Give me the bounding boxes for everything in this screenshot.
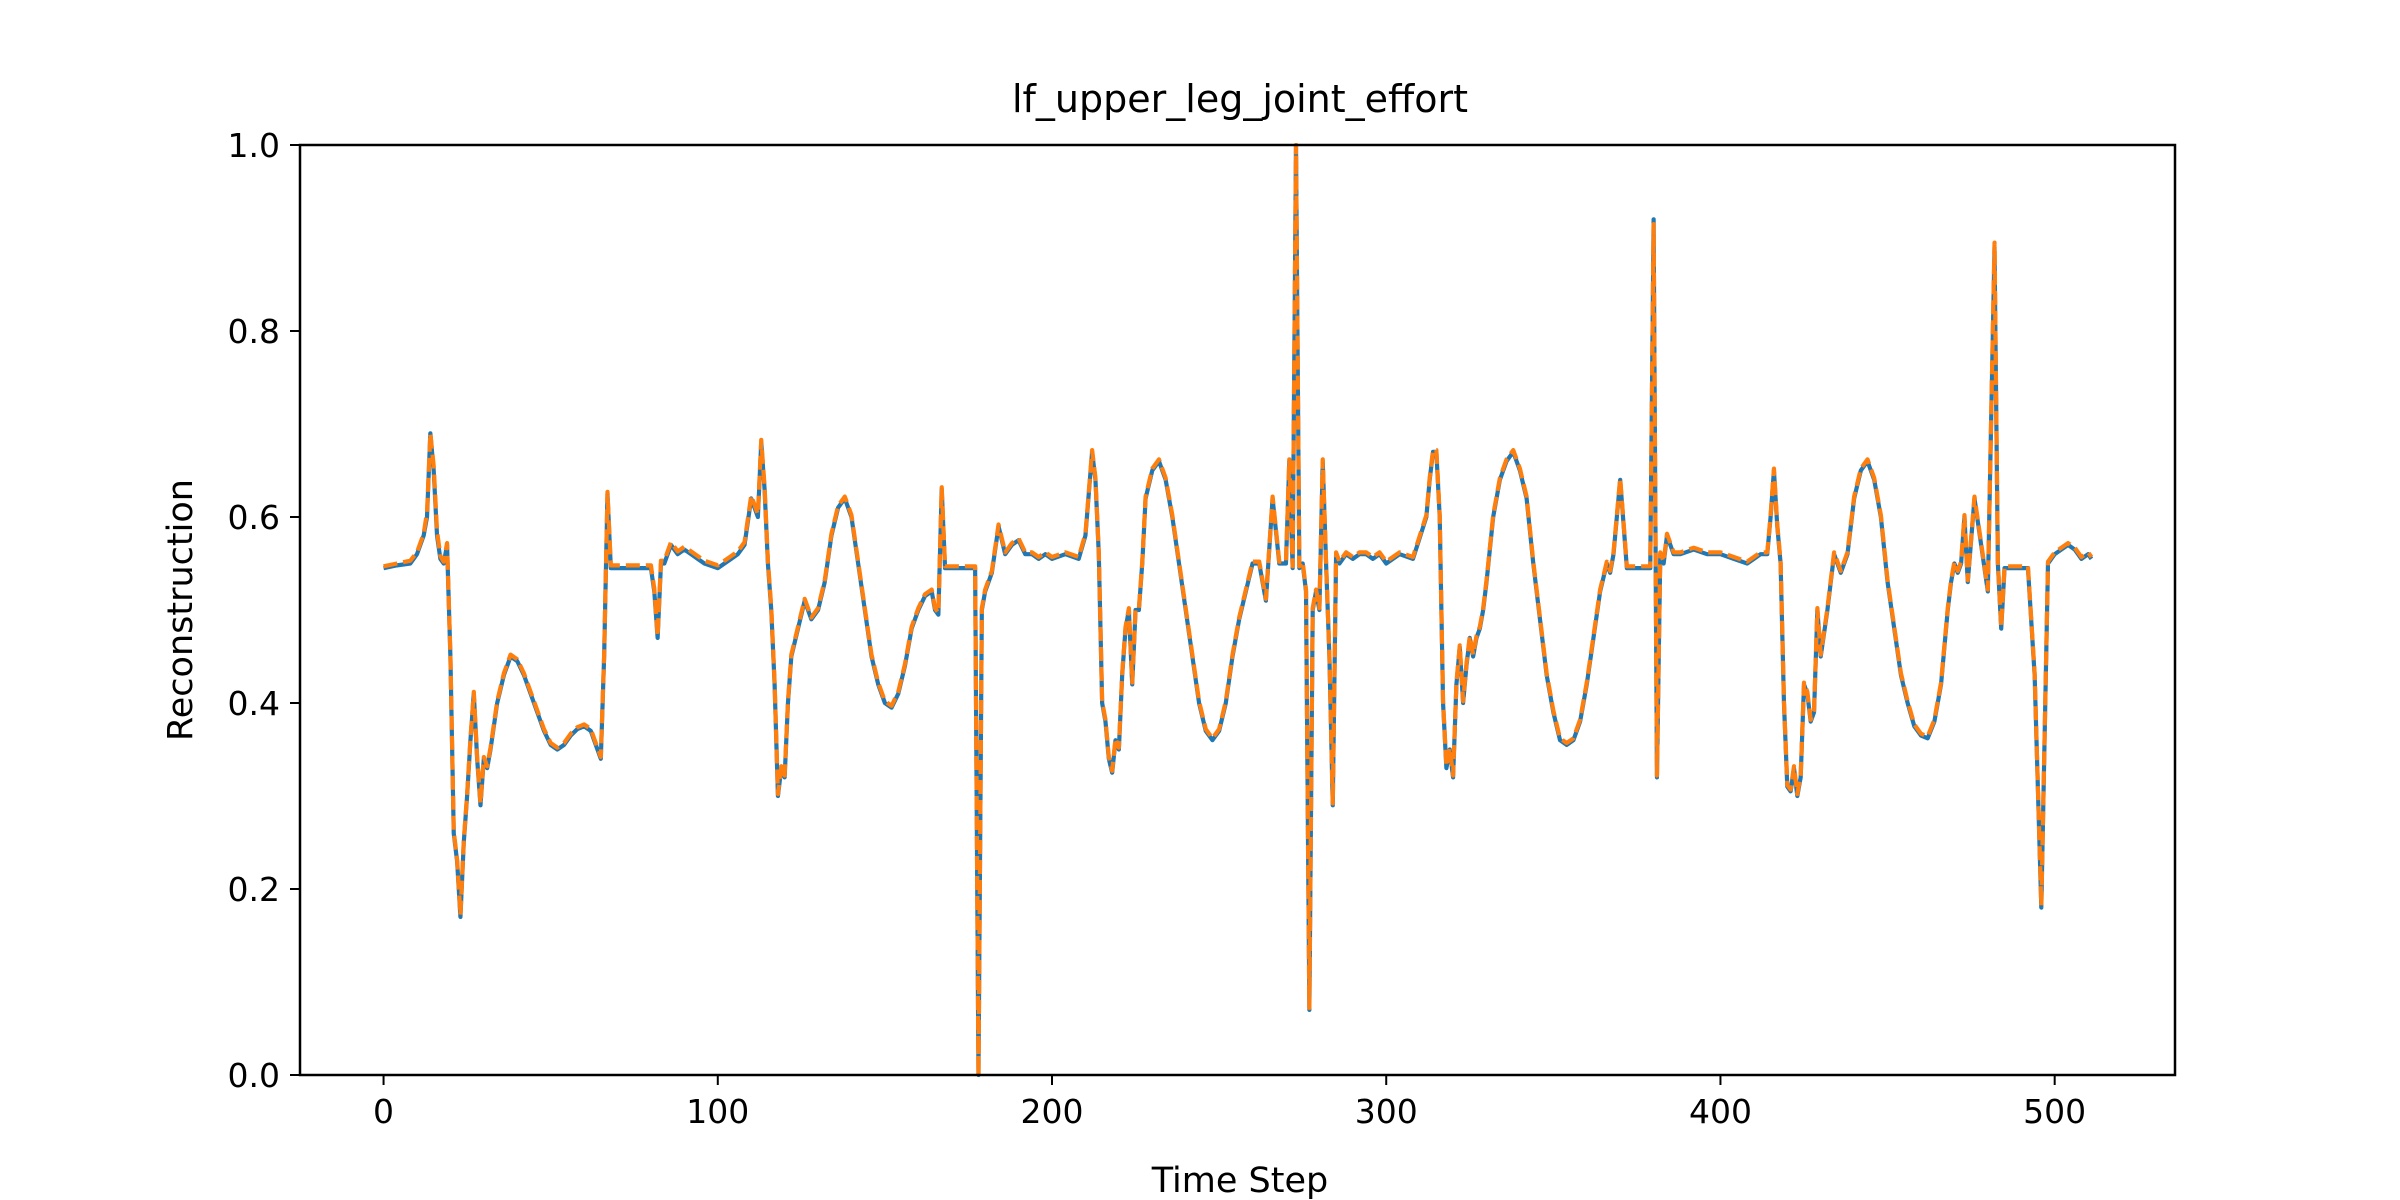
y-axis-ticks: 0.0 0.2 0.4 0.6 0.8 1.0	[228, 126, 300, 1095]
chart-title: lf_upper_leg_joint_effort	[1012, 77, 1468, 121]
y-axis-label: Reconstruction	[161, 479, 201, 741]
axes-frame	[298, 143, 2177, 1077]
y-tick-label: 1.0	[228, 126, 280, 165]
y-tick-label: 0.2	[228, 870, 280, 909]
series-line-reconstruction	[383, 143, 2094, 1077]
y-tick-label: 0.8	[228, 312, 280, 351]
x-tick-label: 400	[1689, 1092, 1752, 1131]
x-tick-label: 0	[373, 1092, 394, 1131]
x-tick-label: 200	[1021, 1092, 1084, 1131]
x-axis-label: Time Step	[1151, 1161, 1328, 1200]
y-tick-label: 0.4	[228, 684, 280, 723]
x-axis-ticks: 0 100 200 300 400 500	[373, 1075, 2086, 1131]
x-tick-label: 300	[1355, 1092, 1418, 1131]
y-tick-label: 0.0	[228, 1056, 280, 1095]
plot-series	[383, 143, 2094, 1077]
x-tick-label: 100	[686, 1092, 749, 1131]
y-tick-label: 0.6	[228, 498, 280, 537]
x-tick-label: 500	[2023, 1092, 2086, 1131]
